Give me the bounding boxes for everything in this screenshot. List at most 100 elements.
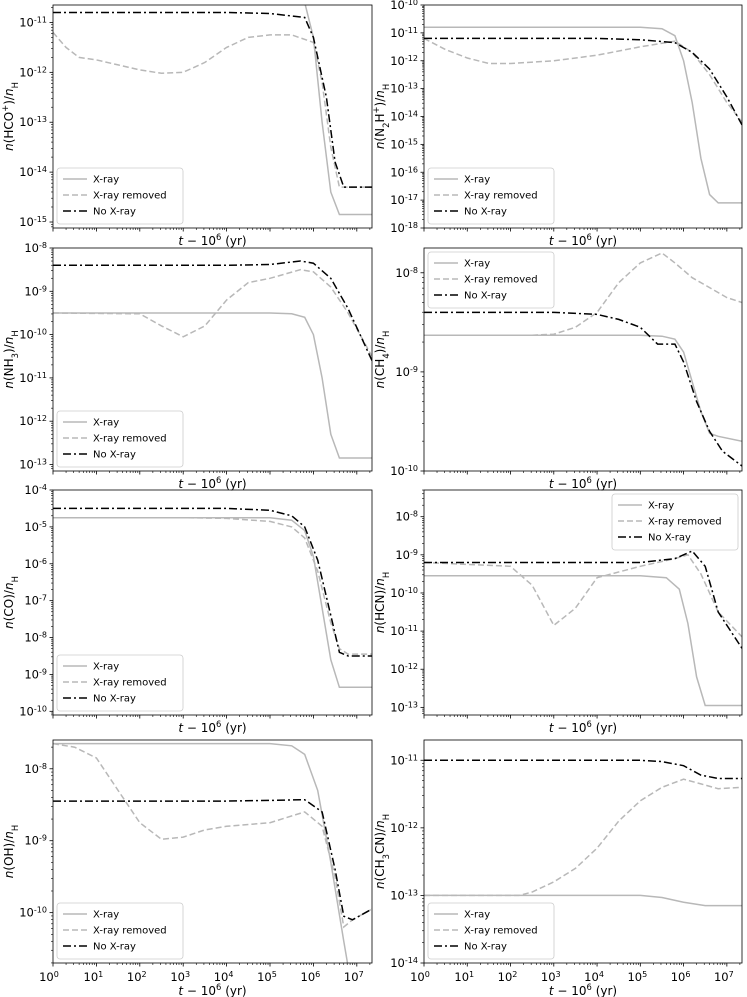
x-tick-label: 105 (627, 970, 647, 985)
x-tick-label: 104 (214, 970, 234, 985)
y-axis-label: n(CO)/nH (2, 576, 20, 629)
x-tick-label: 106 (671, 970, 691, 985)
y-tick-label: 10-13 (390, 81, 418, 96)
legend-label: X-ray removed (648, 517, 722, 528)
x-tick-label: 101 (84, 970, 104, 985)
y-tick-label: 10-14 (19, 165, 47, 180)
legend-box (611, 493, 739, 551)
legend-label: X-ray (93, 662, 119, 673)
series-line-x-ray-removed (53, 742, 372, 929)
y-tick-label: 10-10 (19, 905, 47, 920)
y-tick-label: 10-15 (390, 137, 418, 152)
y-axis-label: n(OH)/nH (2, 825, 20, 878)
y-tick-label: 10-10 (19, 327, 47, 342)
series-line-x-ray-removed (53, 31, 372, 188)
y-tick-label: 10-9 (24, 667, 47, 682)
x-axis-label: t − 106 (yr) (549, 719, 617, 735)
legend: X-ray X-ray removed No X-ray (56, 902, 184, 960)
legend-label: X-ray (464, 259, 490, 270)
series-group (424, 26, 742, 204)
y-axis-label: n(HCO+)/nH (0, 82, 20, 151)
x-axis-label: t − 106 (yr) (178, 232, 246, 248)
x-tick-label: 106 (301, 970, 321, 985)
series-group (53, 5, 372, 216)
y-tick-label: 10-9 (24, 284, 47, 299)
legend: X-ray X-ray removed No X-ray (427, 902, 555, 960)
legend-label: X-ray removed (464, 191, 538, 202)
series-group (424, 759, 742, 907)
x-tick-label: 100 (39, 970, 59, 985)
x-tick-label: 100 (410, 970, 430, 985)
y-tick-label: 10-9 (24, 833, 47, 848)
x-tick-label: 105 (257, 970, 277, 985)
series-group (53, 742, 372, 963)
series-line-x-ray (53, 516, 372, 689)
series-line-x-ray-removed (53, 516, 372, 655)
y-tick-label: 10-8 (24, 241, 47, 256)
x-axis-label: t − 106 (yr) (549, 475, 617, 491)
legend-label: No X-ray (93, 207, 136, 218)
legend-label: No X-ray (93, 942, 136, 953)
series-line-no-x-ray (424, 311, 742, 467)
chart-panel-3: 10-13 10-12 10-11 10-10 10-9 10-8 t − 106 (yr)… (2, 241, 373, 491)
x-axis-label: t − 106 (yr) (178, 719, 246, 735)
y-tick-label: 10-11 (390, 753, 418, 768)
x-tick-label: 103 (541, 970, 561, 985)
legend-box (56, 410, 184, 468)
y-tick-label: 10-12 (390, 662, 418, 677)
y-axis-label: n(NH3)/nH (2, 330, 20, 388)
y-tick-label: 10-12 (19, 414, 47, 429)
y-tick-label: 10-10 (19, 704, 47, 719)
y-axis-label: n(HCN)/nH (373, 572, 391, 633)
series-group (424, 252, 742, 467)
y-axis-label: n(CH4)/nH (373, 331, 391, 389)
series-group (53, 260, 372, 459)
series-line-x-ray-removed (424, 252, 742, 336)
x-axis-label: t − 106 (yr) (549, 982, 617, 997)
axes-frame (52, 739, 373, 964)
series-line-x-ray-removed (424, 553, 742, 638)
x-tick-label: 101 (454, 970, 474, 985)
y-tick-label: 10-12 (390, 820, 418, 835)
y-tick-label: 10-11 (390, 25, 418, 40)
y-tick-label: 10-14 (390, 109, 418, 124)
legend: X-ray X-ray removed No X-ray (611, 493, 739, 551)
y-tick-label: 10-10 (390, 585, 418, 600)
y-tick-label: 10-8 (395, 265, 418, 280)
series-line-x-ray-removed (53, 268, 372, 357)
legend-label: X-ray (464, 910, 490, 921)
legend-box (427, 902, 555, 960)
legend-label: No X-ray (464, 207, 507, 218)
y-tick-label: 10-8 (24, 761, 47, 776)
chart-panel-8: 100 101 102 103 104 105 106 107 10-14 10-13 10-12 1… (373, 739, 743, 997)
legend: X-ray X-ray removed No X-ray (427, 251, 555, 309)
legend-label: X-ray removed (93, 434, 167, 445)
legend-label: X-ray (93, 175, 119, 186)
legend-label: No X-ray (464, 942, 507, 953)
legend-label: X-ray removed (93, 678, 167, 689)
series-line-x-ray-removed (424, 37, 742, 123)
y-tick-label: 10-11 (19, 15, 47, 30)
legend-label: No X-ray (648, 533, 691, 544)
chart-panel-1: 10-15 10-14 10-13 10-12 10-11 t − 106 (yr) n(H… (0, 4, 373, 248)
y-tick-label: 10-12 (390, 53, 418, 68)
y-tick-label: 10-13 (390, 700, 418, 715)
chart-panel-7: 100 101 102 103 104 105 106 107 10-10 10-9 10-8 t −… (2, 739, 373, 997)
x-tick-label: 104 (584, 970, 604, 985)
axes-frame (52, 4, 373, 229)
y-tick-label: 10-9 (395, 547, 418, 562)
y-tick-label: 10-8 (24, 630, 47, 645)
y-tick-label: 10-13 (19, 115, 47, 130)
legend-label: X-ray removed (93, 926, 167, 937)
legend-label: X-ray removed (464, 275, 538, 286)
legend-box (56, 902, 184, 960)
series-line-no-x-ray (53, 11, 372, 188)
series-group (424, 550, 742, 707)
x-axis-label: t − 106 (yr) (549, 232, 617, 248)
x-axis-label: t − 106 (yr) (178, 475, 246, 491)
y-tick-label: 10-9 (395, 364, 418, 379)
legend-label: X-ray removed (93, 191, 167, 202)
y-tick-label: 10-10 (390, 0, 418, 12)
